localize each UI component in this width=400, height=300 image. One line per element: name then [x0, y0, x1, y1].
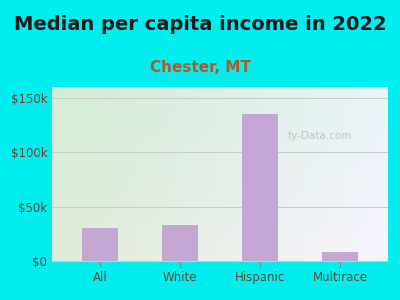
- Bar: [82, 228, 118, 261]
- Bar: [242, 114, 278, 261]
- Bar: [322, 252, 358, 261]
- Bar: [162, 225, 198, 261]
- Text: Median per capita income in 2022: Median per capita income in 2022: [14, 15, 386, 34]
- Text: ty-Data.com: ty-Data.com: [287, 131, 352, 141]
- Text: Chester, MT: Chester, MT: [150, 60, 250, 75]
